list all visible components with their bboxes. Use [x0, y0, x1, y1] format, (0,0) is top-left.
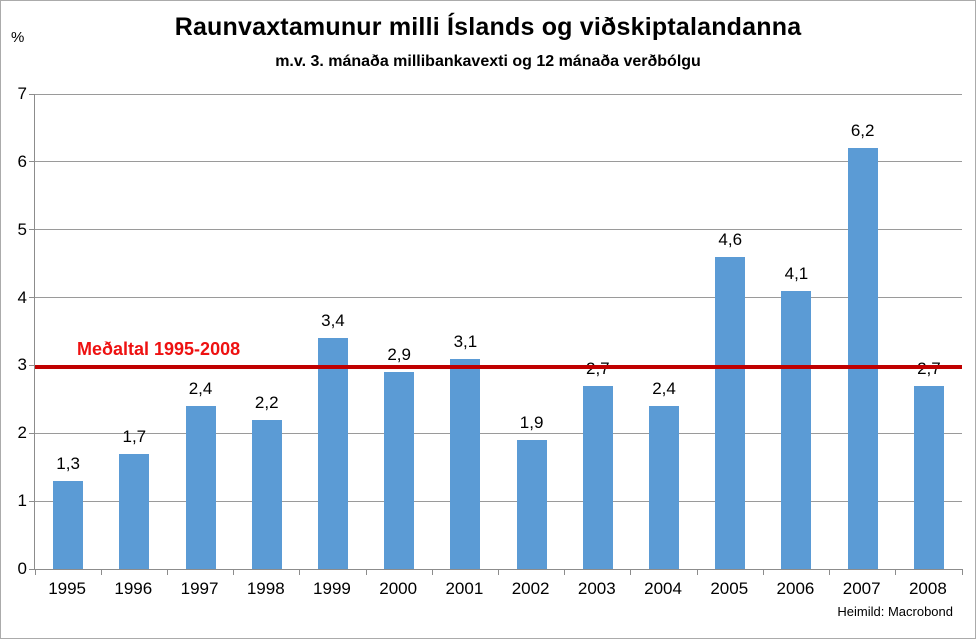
y-axis-tickmark — [29, 500, 35, 502]
bar-2004 — [649, 406, 680, 569]
average-line-label: Meðaltal 1995-2008 — [77, 339, 241, 360]
x-axis-tick-label: 1998 — [246, 579, 285, 598]
bar-1995 — [53, 480, 84, 569]
bar-value-label: 1,3 — [56, 453, 80, 473]
x-axis-tickmark — [100, 569, 102, 575]
x-axis-tick-label: 1995 — [48, 579, 87, 598]
x-axis-tickmark — [696, 569, 698, 575]
x-axis-tickmark — [829, 569, 831, 575]
x-axis-tick-label: 2001 — [445, 579, 484, 598]
y-axis-tick-label: 2 — [17, 423, 27, 443]
bar-value-label: 4,6 — [718, 229, 743, 249]
y-axis-tick-label: 5 — [17, 219, 27, 239]
bar-value-label: 1,9 — [519, 413, 544, 433]
x-axis-tick-label: 2008 — [908, 579, 947, 598]
x-axis-tickmark — [961, 569, 963, 575]
bar-2007 — [847, 148, 878, 569]
bar-value-label: 2,2 — [254, 392, 279, 412]
x-axis-tickmark — [166, 569, 168, 575]
bar-value-label: 4,1 — [784, 263, 809, 283]
source-label: Heimild: Macrobond — [837, 604, 953, 619]
bar-value-label: 2,4 — [188, 379, 213, 399]
y-axis-unit-label: % — [11, 29, 25, 46]
gridline — [35, 229, 962, 231]
bar-1998 — [251, 419, 282, 569]
bar-2003 — [582, 385, 613, 569]
bar-1999 — [317, 338, 348, 569]
bar-value-label: 2,4 — [652, 379, 676, 399]
y-axis-tickmark — [29, 297, 35, 299]
gridline — [35, 161, 962, 163]
x-axis-tick-label: 2005 — [710, 579, 749, 598]
bar-value-label: 1,7 — [122, 426, 147, 446]
x-axis-tick-label: 2006 — [776, 579, 815, 598]
x-axis-tick-label: 2002 — [511, 579, 550, 598]
x-axis-tickmark — [564, 569, 566, 575]
x-axis-tickmark — [233, 569, 235, 575]
bar-2000 — [384, 372, 415, 569]
x-axis-tick-label: 2000 — [379, 579, 418, 598]
gridline — [35, 500, 962, 502]
x-axis-tickmark — [630, 569, 632, 575]
gridline — [35, 297, 962, 299]
x-axis-tickmark — [498, 569, 499, 575]
bar-2005 — [715, 256, 746, 569]
y-axis-tickmark — [29, 432, 35, 434]
bar-2002 — [516, 440, 547, 569]
bar-2006 — [781, 290, 812, 569]
bar-value-label: 3,4 — [321, 311, 345, 331]
bar-2001 — [450, 358, 481, 569]
x-axis-tick-label: 1997 — [180, 579, 219, 598]
gridline — [35, 364, 962, 366]
y-axis-tickmark — [29, 229, 35, 231]
bar-1997 — [185, 406, 216, 569]
bar-2008 — [913, 385, 944, 569]
gridline — [35, 432, 962, 434]
x-axis-tickmark — [34, 569, 36, 575]
y-axis-tick-label: 6 — [17, 151, 27, 171]
y-axis-tickmark — [29, 161, 35, 163]
y-axis-tickmark — [29, 93, 35, 95]
x-axis-tick-label: 1999 — [313, 579, 351, 598]
y-axis-tick-label: 7 — [17, 84, 27, 103]
plot-area: 012345671,31,72,42,23,42,93,11,92,72,44,… — [18, 84, 963, 578]
x-axis-tick-label: 2004 — [644, 579, 682, 598]
y-axis-tick-label: 3 — [17, 355, 27, 375]
x-axis-tickmark — [299, 569, 301, 575]
y-axis-tick-label: 4 — [17, 287, 27, 307]
x-axis-tick-label: 2007 — [842, 579, 881, 598]
bar-value-label: 3,1 — [453, 331, 478, 351]
y-axis-tickmark — [29, 568, 35, 570]
bar-value-label: 6,2 — [850, 121, 875, 141]
x-axis-tickmark — [431, 569, 433, 575]
average-line — [35, 365, 962, 370]
x-axis-tickmark — [895, 569, 897, 575]
x-axis-tick-label: 2003 — [577, 579, 616, 598]
y-axis-tick-label: 1 — [17, 491, 27, 511]
gridline — [35, 93, 962, 95]
x-axis-tickmark — [365, 569, 367, 575]
x-axis-tickmark — [762, 569, 764, 575]
bar-value-label: 2,9 — [387, 345, 411, 365]
chart-title: Raunvaxtamunur milli Íslands og viðskipt… — [174, 13, 802, 41]
y-axis-tick-label: 0 — [17, 559, 27, 578]
bar-1996 — [119, 453, 150, 569]
chart-subtitle: m.v. 3. mánaða millibankavexti og 12 mán… — [275, 53, 701, 70]
y-axis-tickmark — [29, 364, 35, 366]
x-axis-tick-label: 1996 — [114, 579, 153, 598]
